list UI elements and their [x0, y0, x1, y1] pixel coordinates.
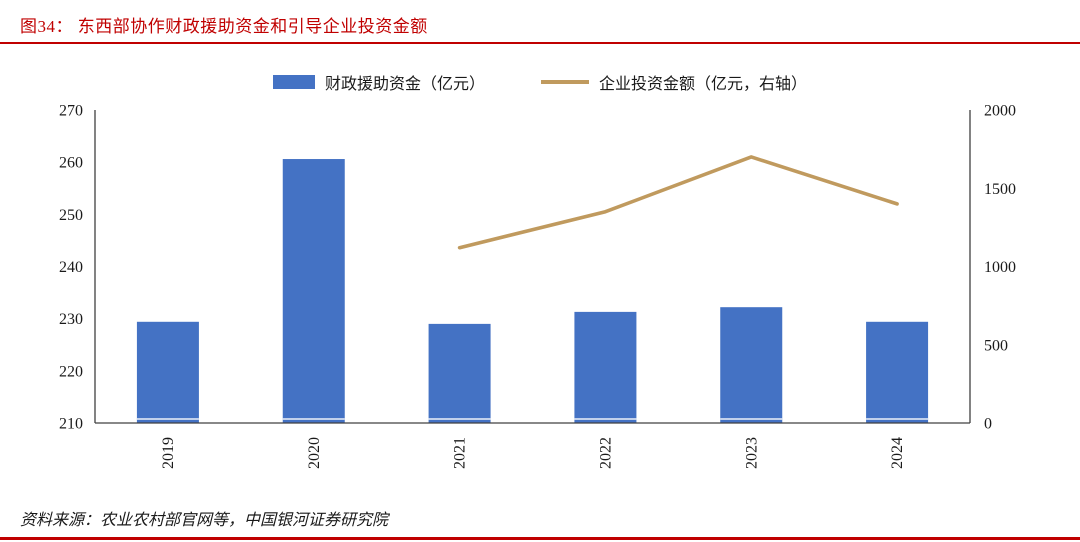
bar-swatch-icon	[272, 75, 315, 89]
y-axis-left-tick-label: 240	[59, 259, 83, 276]
legend-item-line: 企业投资金额（亿元，右轴）	[541, 70, 807, 94]
y-axis-right-tick-label: 1000	[984, 259, 1016, 276]
x-axis-tick-label: 2020	[306, 437, 323, 469]
figure-title: 图34： 东西部协作财政援助资金和引导企业投资金额	[20, 17, 428, 36]
bar-2019	[136, 321, 199, 423]
x-axis-tick-label: 2021	[452, 437, 469, 469]
bar-2024	[866, 321, 929, 423]
x-axis-tick-label: 2024	[889, 437, 906, 469]
bar-2022	[574, 311, 637, 423]
bar-2020	[282, 159, 345, 423]
y-axis-right-tick-label: 2000	[984, 103, 1016, 120]
bar-line-combo-chart: 210 220 230 240 250 260 270 0 500 1000 1500 2000 201…	[59, 103, 1016, 470]
y-axis-right-tick-label: 1500	[984, 181, 1016, 198]
bar-2021	[428, 323, 491, 423]
legend-label-line: 企业投资金额（亿元，右轴）	[599, 76, 808, 93]
y-axis-right-tick-label: 500	[984, 337, 1008, 354]
chart-legend: 财政援助资金（亿元） 企业投资金额（亿元，右轴）	[0, 70, 1080, 94]
x-axis-tick-label: 2022	[597, 437, 614, 469]
title-divider	[0, 42, 1080, 44]
legend-label-bar: 财政援助资金（亿元）	[324, 76, 485, 93]
x-axis-tick-label: 2023	[743, 437, 760, 469]
y-axis-left-tick-label: 230	[59, 311, 83, 328]
y-axis-left-tick-label: 220	[59, 363, 83, 380]
source-note: 资料来源：农业农村部官网等，中国银河证券研究院	[20, 512, 389, 529]
y-axis-left-tick-label: 210	[59, 416, 83, 433]
y-axis-right-tick-label: 0	[984, 416, 992, 433]
y-axis-left-tick-label: 250	[59, 207, 83, 224]
x-axis-tick-label: 2019	[160, 437, 177, 469]
bar-2023	[720, 307, 783, 423]
legend-item-bar: 财政援助资金（亿元）	[272, 70, 485, 94]
line-swatch-icon	[541, 80, 589, 84]
y-axis-left-tick-label: 270	[59, 103, 83, 120]
bottom-divider	[0, 537, 1080, 540]
trend-line	[457, 155, 899, 250]
y-axis-left-tick-label: 260	[59, 155, 83, 172]
